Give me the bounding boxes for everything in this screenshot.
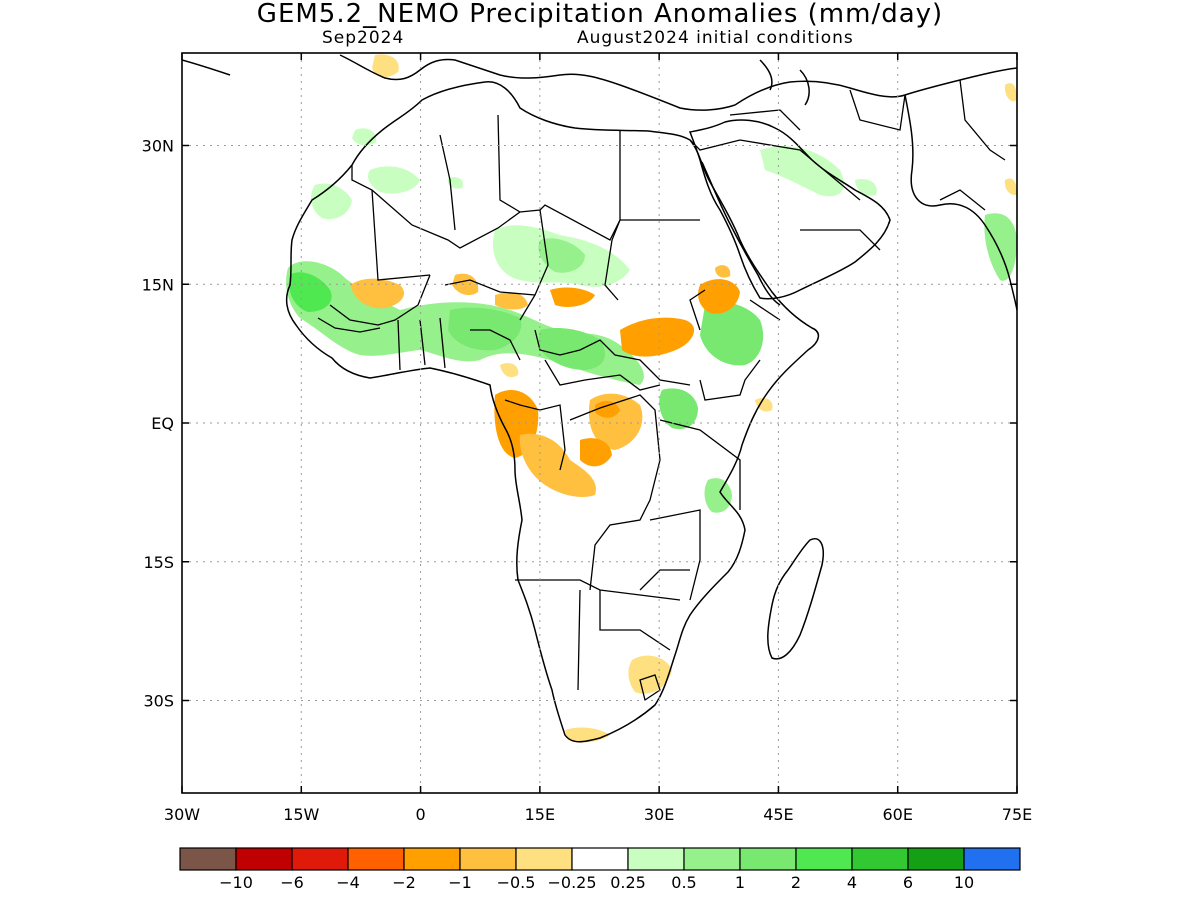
colorbar-label: −0.25 xyxy=(547,873,596,892)
wet-anomaly-uae xyxy=(855,179,877,196)
dry-anomaly-pakistan xyxy=(1004,178,1017,196)
wet-anomaly-uganda xyxy=(659,388,698,430)
colorbar-swatch xyxy=(459,847,517,871)
x-tick-label: 60E xyxy=(882,805,912,824)
forecast-month: Sep2024 xyxy=(322,28,405,48)
dry-anomaly-chad-south xyxy=(550,287,595,307)
colorbar: −10 −6 −4 −2 −1 −0.5 −0.25 0.25 0.5 1 2 4 6 10 xyxy=(179,847,1021,892)
coastlines xyxy=(182,54,1017,743)
y-tick-label: 30N xyxy=(142,137,174,156)
y-tick-label: EQ xyxy=(151,414,174,433)
colorbar-label: −10 xyxy=(219,873,253,892)
wet-anomaly-algeria xyxy=(368,166,420,194)
dry-anomaly-south-africa-east xyxy=(628,655,672,694)
x-tick-label: 75E xyxy=(1002,805,1032,824)
colorbar-label: 4 xyxy=(847,873,857,892)
colorbar-swatch xyxy=(515,847,573,871)
wet-anomaly-ethiopia xyxy=(700,302,764,366)
colorbar-swatch xyxy=(571,847,629,871)
colorbar-swatch xyxy=(907,847,965,871)
wet-anomaly-india xyxy=(984,213,1017,281)
dry-anomaly-sudan-east xyxy=(698,279,740,314)
dry-anomaly-kenya-coast xyxy=(755,398,773,412)
y-tick-label: 15S xyxy=(143,553,174,572)
colorbar-label: −4 xyxy=(336,873,360,892)
arabia-coastline xyxy=(688,119,891,300)
x-tick-label: 15E xyxy=(525,805,555,824)
dry-anomaly-niger xyxy=(452,273,479,296)
wet-anomaly-nigeria xyxy=(448,307,522,351)
dry-anomaly-red-sea xyxy=(715,265,731,278)
dry-anomaly-mali xyxy=(350,278,405,309)
dry-anomaly-cameroon-coast xyxy=(500,363,519,378)
colorbar-label: 2 xyxy=(791,873,801,892)
x-tick-label: 15W xyxy=(283,805,319,824)
map-axes: 30W 15W 0 15E 30E 45E 60E 75E 30N 15N EQ 15S 30S xyxy=(142,53,1032,824)
colorbar-label: −0.5 xyxy=(497,873,536,892)
anomaly-shading xyxy=(286,54,1017,743)
grid-lines xyxy=(182,53,1017,793)
madagascar-outline xyxy=(767,538,824,660)
caspian-black-sea xyxy=(759,59,810,106)
colorbar-swatch xyxy=(403,847,461,871)
wet-anomaly-west-africa-core xyxy=(289,272,332,312)
x-tick-label: 30W xyxy=(164,805,200,824)
colorbar-label: 1 xyxy=(735,873,745,892)
colorbar-swatch xyxy=(179,847,237,871)
x-tick-label: 45E xyxy=(763,805,793,824)
colorbar-swatch xyxy=(291,847,349,871)
initial-conditions: August2024 initial conditions xyxy=(577,28,854,48)
dry-anomaly-drc-south xyxy=(580,438,612,467)
dry-anomaly-sudan xyxy=(620,317,695,357)
map-title: GEM5.2_NEMO Precipitation Anomalies (mm/… xyxy=(256,0,944,29)
dry-anomaly-nigeria-north xyxy=(495,292,528,310)
colorbar-swatch xyxy=(851,847,909,871)
colorbar-swatch xyxy=(347,847,405,871)
colorbar-label: 0.25 xyxy=(610,873,646,892)
dry-anomaly-congo xyxy=(519,433,596,497)
colorbar-swatch xyxy=(739,847,797,871)
colorbar-label: 0.5 xyxy=(671,873,696,892)
asia-coastline xyxy=(734,67,1017,311)
colorbar-label: −2 xyxy=(392,873,416,892)
wet-anomaly-chad-core xyxy=(538,238,585,273)
dry-anomaly-drc-core xyxy=(595,400,620,418)
dry-anomaly-tunisia xyxy=(372,54,399,77)
x-tick-label: 30E xyxy=(644,805,674,824)
colorbar-swatch xyxy=(795,847,853,871)
x-tick-label: 0 xyxy=(415,805,425,824)
colorbar-label: −1 xyxy=(448,873,472,892)
europe-coastline xyxy=(182,54,736,111)
colorbar-swatch xyxy=(235,847,293,871)
colorbar-swatch xyxy=(627,847,685,871)
wet-anomaly-tanzania xyxy=(704,478,732,513)
colorbar-swatch xyxy=(683,847,741,871)
colorbar-swatch xyxy=(963,847,1021,871)
wet-anomaly-libya xyxy=(447,177,464,189)
wet-anomaly-arabia xyxy=(760,146,844,197)
red-sea-coast xyxy=(701,161,781,306)
y-tick-label: 30S xyxy=(143,692,174,711)
y-tick-label: 15N xyxy=(142,275,174,294)
dry-anomaly-iran xyxy=(1004,83,1017,102)
wet-anomaly-cameroon xyxy=(538,328,605,370)
colorbar-label: 10 xyxy=(954,873,974,892)
wet-anomaly-sahara-west xyxy=(310,183,352,220)
colorbar-label: 6 xyxy=(903,873,913,892)
colorbar-label: −6 xyxy=(280,873,304,892)
country-borders xyxy=(317,79,1006,702)
africa-coastline xyxy=(285,81,820,743)
wet-anomaly-morocco xyxy=(352,128,377,146)
